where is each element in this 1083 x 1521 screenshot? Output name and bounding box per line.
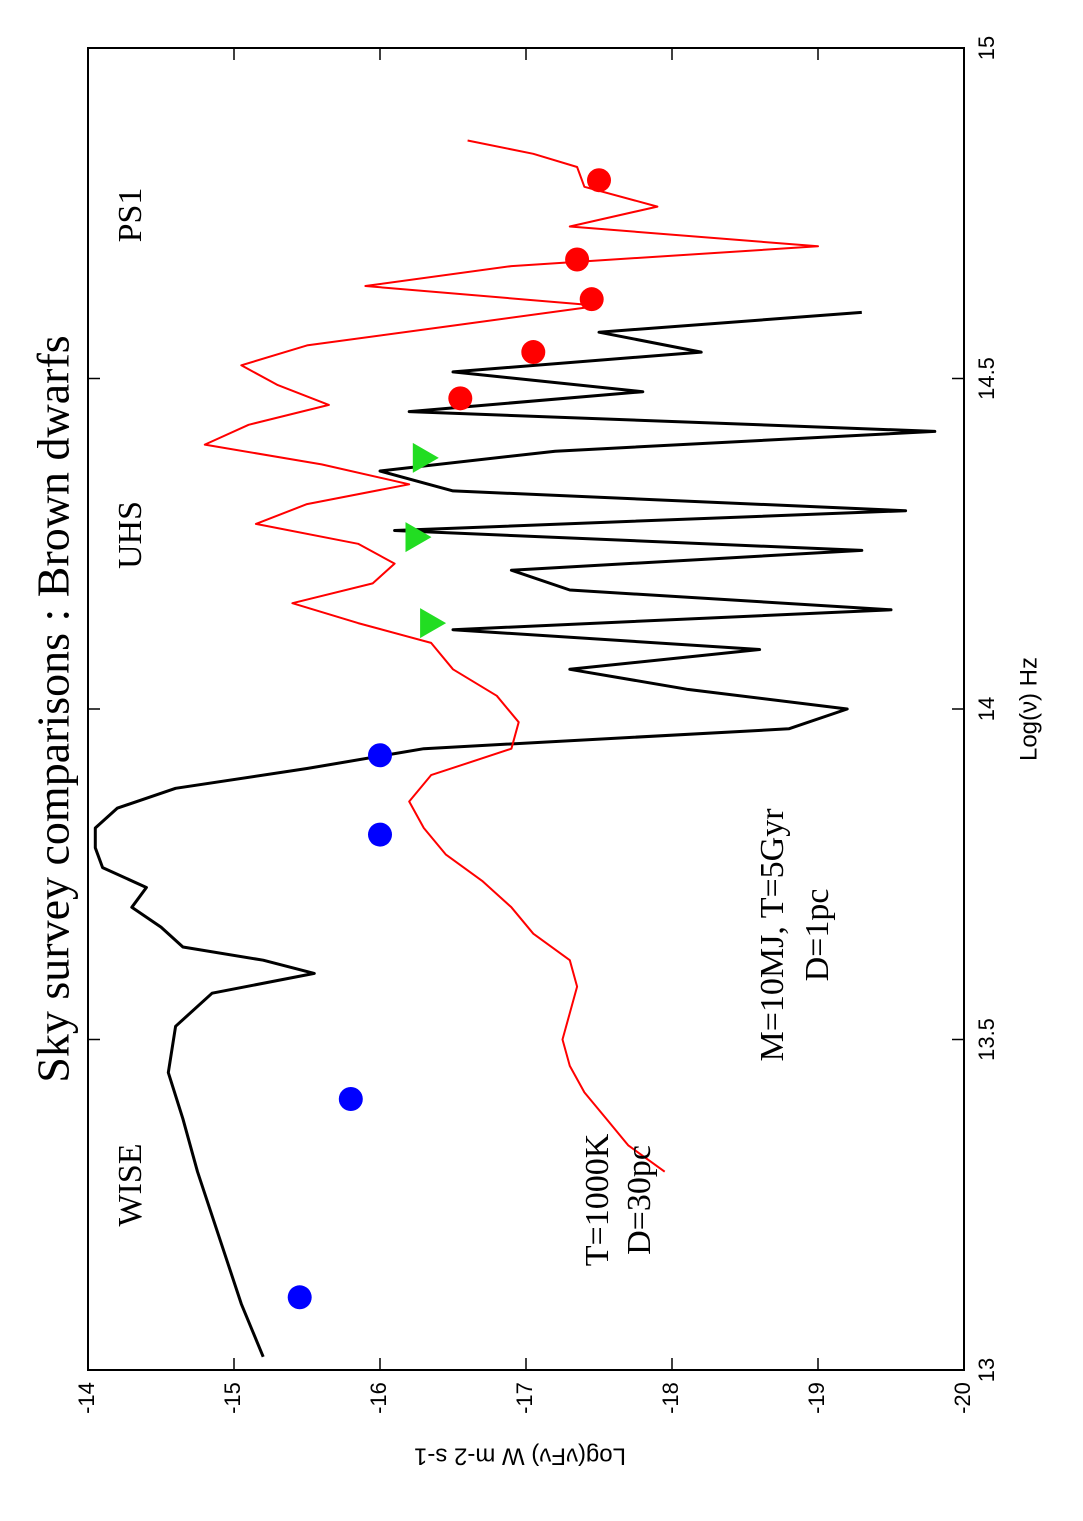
- y-tick-label: -18: [658, 1382, 683, 1414]
- y-tick-label: -19: [804, 1382, 829, 1414]
- uhs-point: [405, 522, 432, 553]
- red-model-spectrum-line: [203, 139, 819, 1173]
- ps1-point: [587, 168, 611, 193]
- ps1-point: [521, 340, 546, 365]
- model-black-label-line1: M=10MJ, T=5Gyr: [754, 808, 791, 1062]
- x-tick-label: 15: [974, 36, 999, 60]
- model-black-label-line2: D=1pc: [799, 889, 836, 982]
- y-tick-label: -17: [512, 1382, 537, 1414]
- y-axis-title: Log(νFν) W m-2 s-1: [414, 1443, 626, 1470]
- model-red-label-line2: D=30pc: [621, 1145, 658, 1255]
- y-tick-label: -16: [366, 1382, 391, 1414]
- ps1-point: [448, 386, 473, 411]
- uhs-point: [420, 608, 447, 639]
- y-tick-label: -15: [220, 1382, 245, 1414]
- x-tick-label: 14.5: [974, 357, 999, 400]
- y-tick-label: -14: [74, 1382, 99, 1414]
- x-axis-title: Log(ν) Hz: [1015, 657, 1042, 761]
- wise-point: [368, 743, 392, 768]
- y-tick-label: -20: [950, 1382, 975, 1414]
- chart-title: Sky survey comparisons : Brown dwarfs: [28, 335, 79, 1082]
- wise-label: WISE: [112, 1143, 149, 1226]
- ps1-label: PS1: [112, 188, 149, 243]
- wise-point: [287, 1285, 312, 1310]
- wise-point: [338, 1086, 363, 1111]
- ps1-point: [579, 287, 604, 312]
- black-model-spectrum-line: [93, 310, 937, 1358]
- ps1-point: [565, 247, 590, 272]
- wise-point: [368, 822, 392, 847]
- uhs-label: UHS: [112, 501, 149, 569]
- x-tick-label: 13.5: [974, 1018, 999, 1061]
- uhs-point: [412, 442, 439, 473]
- x-tick-label: 13: [974, 1358, 999, 1382]
- x-tick-label: 14: [974, 697, 999, 721]
- model-red-label-line1: T=1000K: [579, 1133, 616, 1266]
